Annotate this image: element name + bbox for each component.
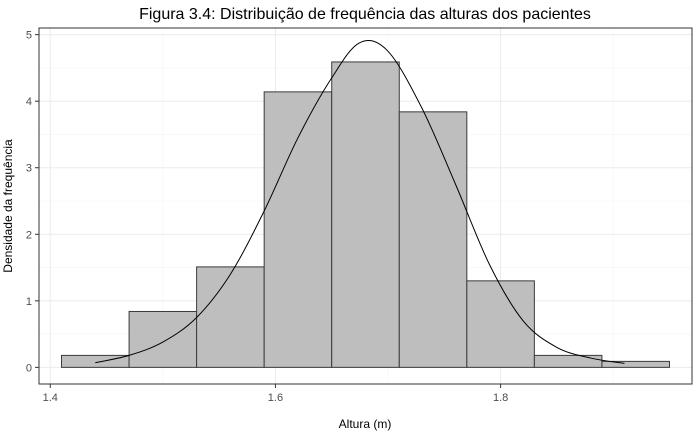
y-tick-label: 0	[26, 362, 32, 374]
y-tick-label: 3	[26, 163, 32, 175]
histogram-bar	[466, 280, 535, 368]
x-tick-label: 1.8	[493, 392, 508, 404]
y-tick-label: 2	[26, 229, 32, 241]
histogram-bar	[196, 266, 265, 368]
y-tick-label: 4	[26, 96, 32, 108]
y-axis-label: Densidade da frequência	[1, 139, 15, 273]
histogram-bar	[533, 354, 603, 368]
x-axis-label: Altura (m)	[339, 417, 392, 431]
histogram-bar	[128, 310, 198, 368]
y-tick-label: 5	[26, 30, 32, 42]
histogram-bar	[263, 91, 333, 368]
y-tick-label: 1	[26, 296, 32, 308]
x-tick-label: 1.4	[43, 392, 58, 404]
histogram-bar	[398, 111, 468, 368]
plot-panel-border	[38, 27, 693, 385]
histogram-bar	[331, 61, 400, 368]
histogram-bar	[61, 354, 130, 368]
density-curve-group	[95, 40, 625, 364]
density-curve	[95, 40, 625, 364]
y-axis-ticks: 0 1 2 3 4 5	[26, 30, 39, 374]
chart-title: Figura 3.4: Distribuição de frequência d…	[139, 6, 591, 23]
histogram-bar	[601, 360, 670, 368]
histogram-bars	[61, 61, 670, 368]
x-tick-label: 1.6	[268, 392, 283, 404]
x-axis-ticks: 1.4 1.6 1.8	[43, 384, 508, 404]
